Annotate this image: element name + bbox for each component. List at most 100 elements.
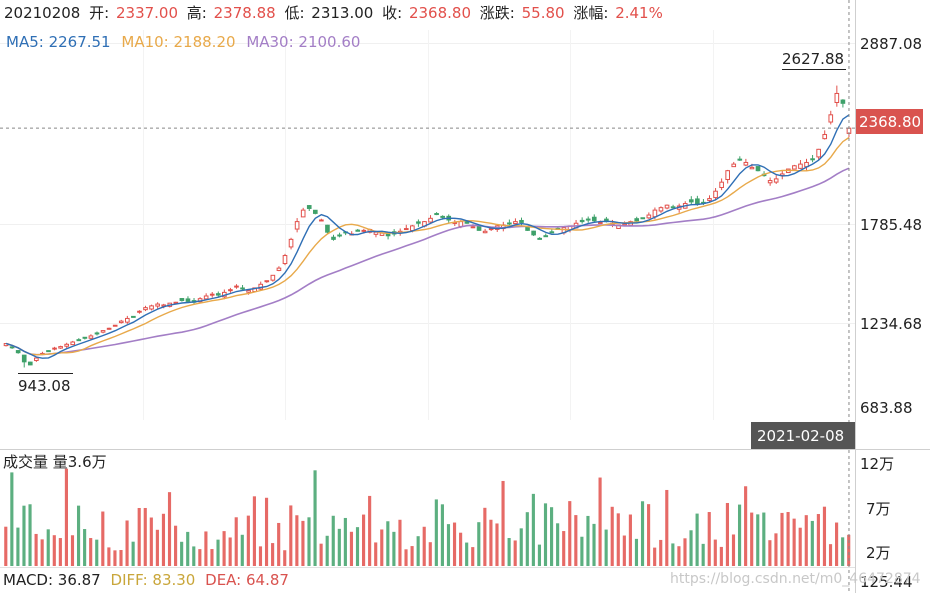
candle[interactable] bbox=[828, 110, 834, 125]
candle[interactable] bbox=[816, 148, 821, 161]
volume-bar bbox=[610, 506, 614, 566]
candle[interactable] bbox=[276, 266, 282, 272]
volume-bar bbox=[143, 507, 147, 566]
candle-body bbox=[725, 170, 731, 181]
candle-body bbox=[131, 315, 136, 318]
candle[interactable] bbox=[270, 274, 276, 282]
candle[interactable] bbox=[713, 188, 718, 201]
candle[interactable] bbox=[416, 219, 421, 227]
candle[interactable] bbox=[34, 357, 39, 362]
candle[interactable] bbox=[579, 217, 585, 224]
candle[interactable] bbox=[792, 164, 797, 170]
candle[interactable] bbox=[755, 166, 761, 172]
candle[interactable] bbox=[319, 218, 324, 222]
candle[interactable] bbox=[131, 315, 136, 318]
candle[interactable] bbox=[810, 154, 815, 163]
candle[interactable] bbox=[9, 346, 15, 349]
candle[interactable] bbox=[585, 216, 591, 223]
candle-body bbox=[88, 335, 94, 339]
candle[interactable] bbox=[58, 345, 63, 349]
candle[interactable] bbox=[143, 305, 148, 312]
candle[interactable] bbox=[264, 280, 270, 283]
candle[interactable] bbox=[46, 350, 51, 353]
candle[interactable] bbox=[500, 221, 506, 232]
candle[interactable] bbox=[725, 169, 731, 184]
candle[interactable] bbox=[731, 161, 737, 168]
candle[interactable] bbox=[191, 298, 197, 304]
candle[interactable] bbox=[106, 327, 112, 330]
candle[interactable] bbox=[209, 291, 215, 298]
candle[interactable] bbox=[331, 234, 336, 241]
candle[interactable] bbox=[707, 195, 712, 203]
candle[interactable] bbox=[282, 253, 288, 266]
candle-body bbox=[331, 236, 336, 240]
candle[interactable] bbox=[543, 233, 549, 238]
volume-bar bbox=[216, 539, 220, 566]
candle[interactable] bbox=[137, 310, 142, 314]
candle[interactable] bbox=[664, 204, 670, 210]
candle[interactable] bbox=[76, 338, 82, 342]
candle-body bbox=[798, 163, 803, 169]
candle[interactable] bbox=[15, 350, 21, 354]
candle[interactable] bbox=[737, 156, 743, 161]
candle[interactable] bbox=[688, 196, 694, 206]
candle[interactable] bbox=[355, 228, 361, 232]
candle[interactable] bbox=[403, 224, 409, 231]
candle[interactable] bbox=[306, 205, 312, 211]
candle[interactable] bbox=[300, 207, 306, 218]
candle-body bbox=[264, 280, 270, 283]
candle-body bbox=[834, 92, 840, 103]
candle[interactable] bbox=[670, 204, 676, 209]
candle[interactable] bbox=[337, 232, 342, 238]
candle[interactable] bbox=[228, 287, 233, 293]
candle[interactable] bbox=[537, 237, 543, 240]
candle[interactable] bbox=[215, 291, 221, 297]
candle[interactable] bbox=[482, 228, 488, 234]
candle[interactable] bbox=[773, 175, 779, 185]
candle[interactable] bbox=[179, 298, 185, 302]
candle[interactable] bbox=[719, 178, 724, 191]
candle[interactable] bbox=[234, 284, 239, 289]
candle[interactable] bbox=[27, 361, 33, 366]
candle[interactable] bbox=[100, 330, 106, 334]
candle[interactable] bbox=[52, 346, 57, 351]
header-open-value: 2337.00 bbox=[116, 4, 178, 22]
candle[interactable] bbox=[258, 281, 264, 291]
candle[interactable] bbox=[434, 212, 439, 216]
candle[interactable] bbox=[798, 160, 803, 169]
candle[interactable] bbox=[325, 224, 330, 234]
candle[interactable] bbox=[70, 340, 76, 346]
candle[interactable] bbox=[155, 302, 160, 309]
candle[interactable] bbox=[767, 177, 773, 186]
volume-bar bbox=[331, 515, 335, 566]
candle[interactable] bbox=[149, 304, 154, 311]
candle-body bbox=[767, 180, 773, 184]
candle[interactable] bbox=[804, 158, 809, 171]
candle[interactable] bbox=[531, 230, 536, 237]
candle[interactable] bbox=[640, 217, 646, 220]
candle[interactable] bbox=[822, 130, 828, 140]
volume-axis: 12万 7万 2万 bbox=[860, 455, 894, 562]
candle[interactable] bbox=[64, 342, 69, 348]
candle[interactable] bbox=[312, 209, 318, 215]
candle[interactable] bbox=[203, 293, 209, 300]
candle[interactable] bbox=[591, 214, 597, 223]
candle[interactable] bbox=[428, 215, 433, 223]
volume-bar bbox=[155, 529, 159, 566]
candle[interactable] bbox=[743, 158, 749, 167]
candle[interactable] bbox=[840, 99, 846, 108]
candle[interactable] bbox=[82, 336, 88, 340]
candle[interactable] bbox=[634, 216, 640, 222]
candle[interactable] bbox=[646, 212, 652, 219]
candle[interactable] bbox=[658, 206, 664, 213]
candle[interactable] bbox=[118, 319, 124, 324]
candle[interactable] bbox=[294, 218, 300, 233]
candle[interactable] bbox=[834, 85, 840, 107]
candle[interactable] bbox=[124, 315, 130, 324]
candle[interactable] bbox=[94, 331, 100, 336]
candle[interactable] bbox=[112, 324, 118, 327]
candle[interactable] bbox=[513, 218, 518, 225]
candle[interactable] bbox=[21, 354, 27, 368]
candle[interactable] bbox=[288, 237, 294, 250]
